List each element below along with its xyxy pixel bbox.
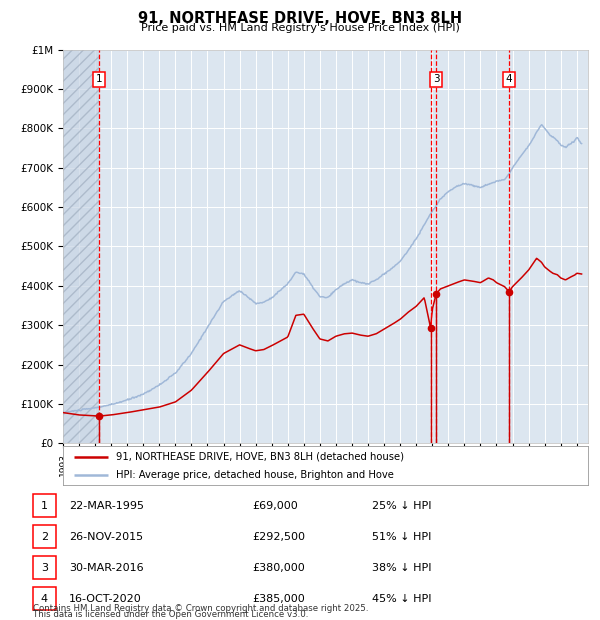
Text: £385,000: £385,000 xyxy=(252,593,305,604)
Text: Price paid vs. HM Land Registry's House Price Index (HPI): Price paid vs. HM Land Registry's House … xyxy=(140,23,460,33)
Text: 38% ↓ HPI: 38% ↓ HPI xyxy=(372,562,431,573)
Text: 2: 2 xyxy=(41,531,48,542)
Text: 25% ↓ HPI: 25% ↓ HPI xyxy=(372,500,431,511)
Text: 4: 4 xyxy=(41,593,48,604)
Text: 16-OCT-2020: 16-OCT-2020 xyxy=(69,593,142,604)
Text: This data is licensed under the Open Government Licence v3.0.: This data is licensed under the Open Gov… xyxy=(33,609,308,619)
Text: Contains HM Land Registry data © Crown copyright and database right 2025.: Contains HM Land Registry data © Crown c… xyxy=(33,603,368,613)
Text: 4: 4 xyxy=(506,74,512,84)
Text: 30-MAR-2016: 30-MAR-2016 xyxy=(69,562,143,573)
Text: 1: 1 xyxy=(41,500,48,511)
Text: 91, NORTHEASE DRIVE, HOVE, BN3 8LH: 91, NORTHEASE DRIVE, HOVE, BN3 8LH xyxy=(138,11,462,25)
Text: 51% ↓ HPI: 51% ↓ HPI xyxy=(372,531,431,542)
Bar xyxy=(63,50,98,443)
Text: £69,000: £69,000 xyxy=(252,500,298,511)
Text: 1: 1 xyxy=(95,74,102,84)
Text: £292,500: £292,500 xyxy=(252,531,305,542)
Text: 3: 3 xyxy=(433,74,440,84)
Text: 45% ↓ HPI: 45% ↓ HPI xyxy=(372,593,431,604)
Text: HPI: Average price, detached house, Brighton and Hove: HPI: Average price, detached house, Brig… xyxy=(115,470,394,480)
Text: 91, NORTHEASE DRIVE, HOVE, BN3 8LH (detached house): 91, NORTHEASE DRIVE, HOVE, BN3 8LH (deta… xyxy=(115,452,404,462)
Text: £380,000: £380,000 xyxy=(252,562,305,573)
Text: 26-NOV-2015: 26-NOV-2015 xyxy=(69,531,143,542)
Text: 3: 3 xyxy=(41,562,48,573)
Text: 22-MAR-1995: 22-MAR-1995 xyxy=(69,500,144,511)
